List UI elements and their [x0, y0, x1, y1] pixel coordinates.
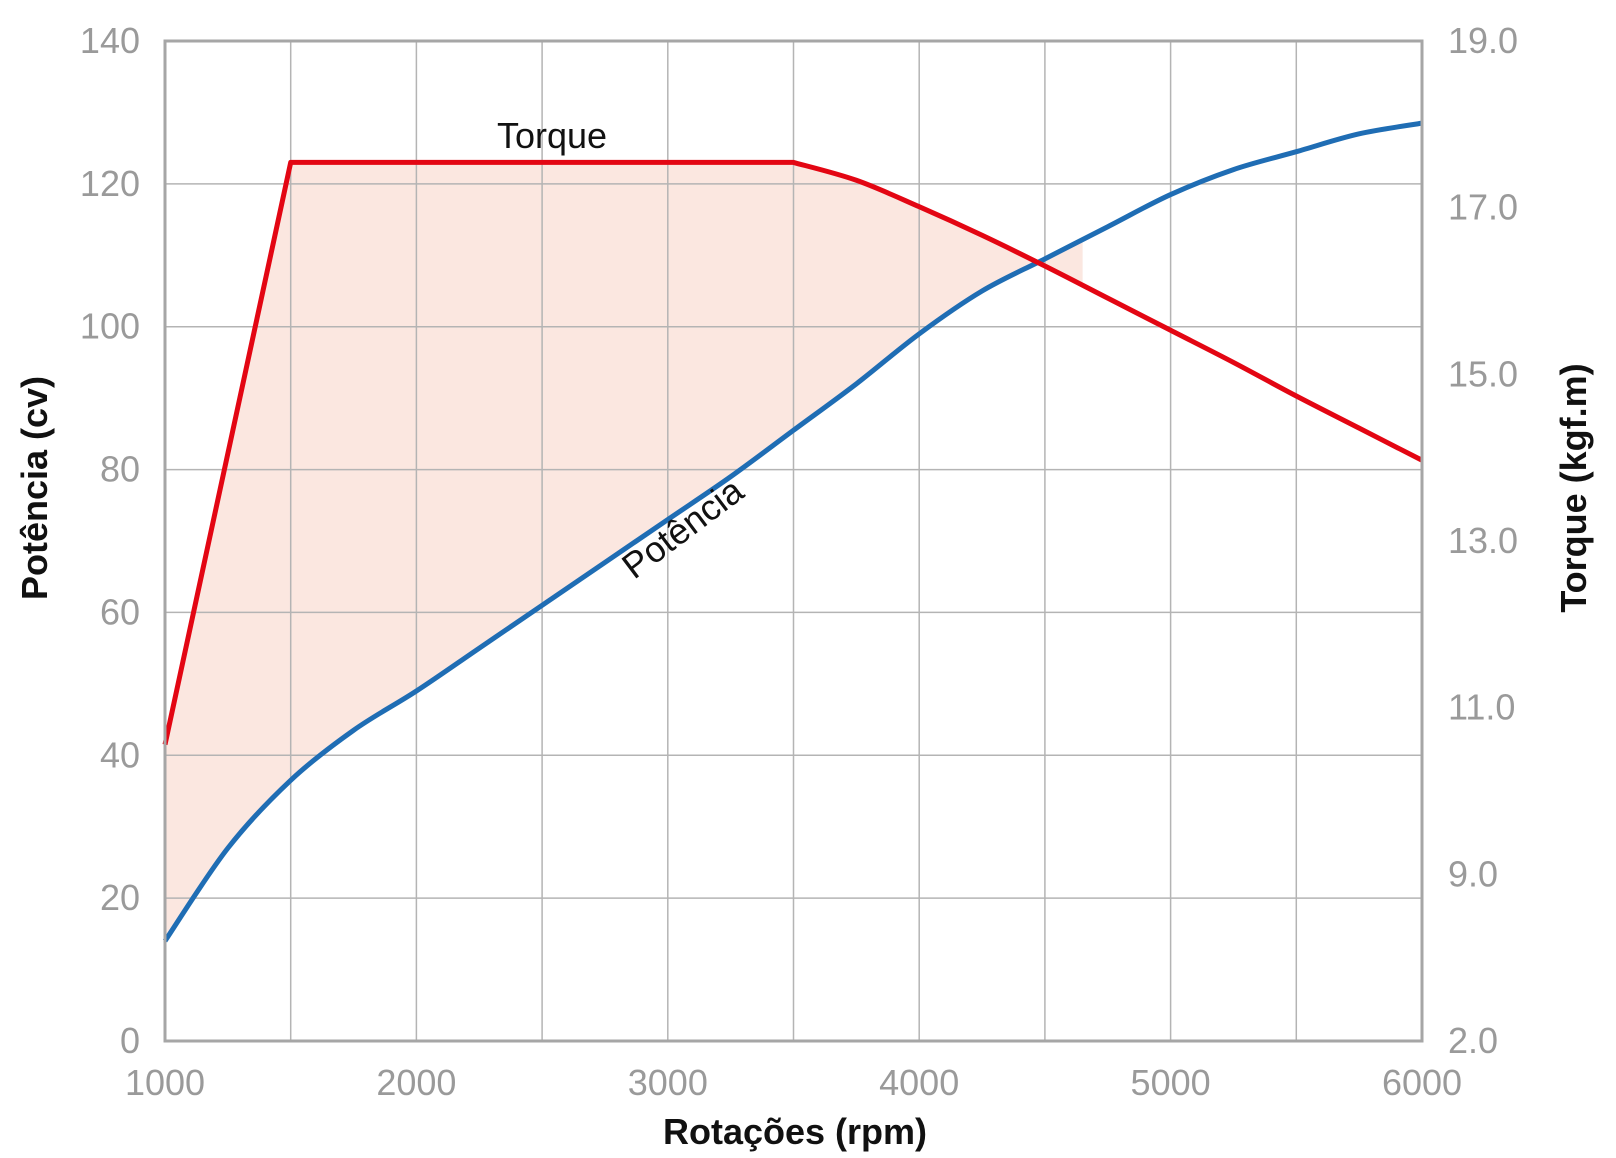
left-tick-label: 80 [100, 449, 140, 490]
x-axis-ticks: 1000 2000 3000 4000 5000 6000 [125, 1062, 1462, 1103]
right-tick-label: 9.0 [1448, 854, 1498, 895]
left-axis-ticks: 0 20 40 60 80 100 120 140 [80, 20, 140, 1061]
x-tick-label: 4000 [879, 1062, 959, 1103]
right-axis-ticks: 2.0 9.0 11.0 13.0 15.0 17.0 19.0 [1448, 20, 1518, 1061]
torque-line [162, 159, 1424, 746]
torque-power-fill-area [165, 162, 1083, 941]
torque-series-label: Torque [497, 115, 607, 156]
right-tick-label: 2.0 [1448, 1020, 1498, 1061]
x-tick-label: 1000 [125, 1062, 205, 1103]
left-tick-label: 100 [80, 306, 140, 347]
left-axis-title: Potência (cv) [14, 376, 55, 600]
right-axis-title: Torque (kgf.m) [1553, 363, 1594, 612]
right-tick-label: 19.0 [1448, 20, 1518, 61]
x-tick-label: 6000 [1382, 1062, 1462, 1103]
x-tick-label: 2000 [376, 1062, 456, 1103]
left-tick-label: 140 [80, 20, 140, 61]
right-tick-label: 17.0 [1448, 186, 1518, 227]
power-line [162, 120, 1423, 943]
x-axis-title: Rotações (rpm) [663, 1111, 927, 1152]
fill-region [165, 162, 1083, 941]
plot-border [163, 39, 1424, 1043]
left-tick-label: 20 [100, 877, 140, 918]
right-tick-label: 13.0 [1448, 520, 1518, 561]
x-tick-label: 5000 [1131, 1062, 1211, 1103]
right-tick-label: 11.0 [1448, 686, 1515, 727]
x-tick-label: 3000 [628, 1062, 708, 1103]
plot-frame [163, 39, 1424, 1043]
left-tick-label: 0 [120, 1020, 140, 1061]
left-tick-label: 120 [80, 163, 140, 204]
right-tick-label: 15.0 [1448, 354, 1518, 395]
series-lines [162, 120, 1424, 943]
left-tick-label: 60 [100, 591, 140, 632]
left-tick-label: 40 [100, 734, 140, 775]
